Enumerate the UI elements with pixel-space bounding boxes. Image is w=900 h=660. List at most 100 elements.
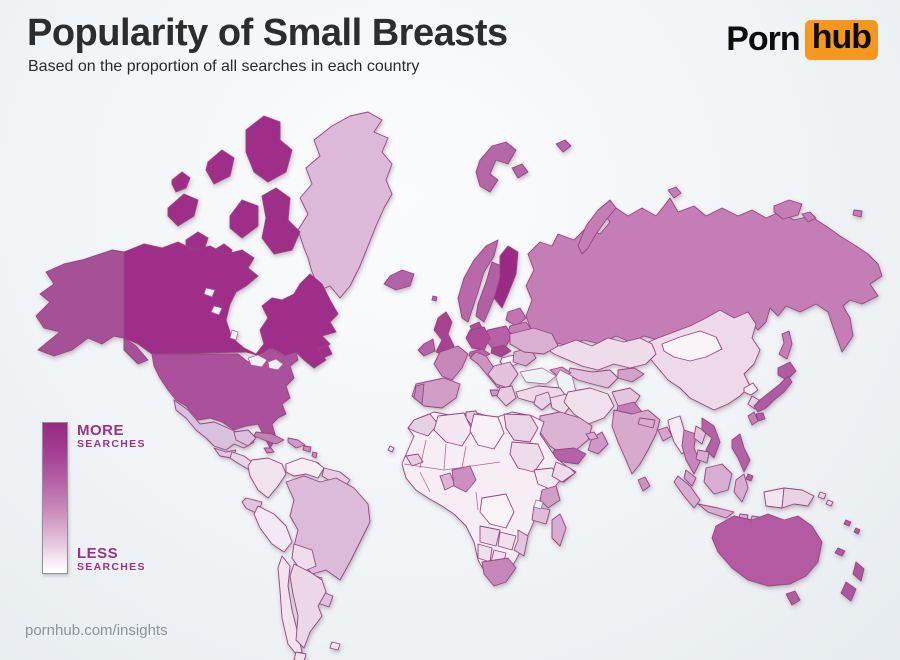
border-sahel-2 [443, 443, 447, 471]
island-canada-arctic-1 [167, 193, 199, 227]
country-egypt [503, 413, 539, 443]
island-canada-arctic-8 [171, 171, 191, 193]
island-antilles-1 [311, 451, 318, 459]
legend-more-text: MORE [77, 422, 124, 439]
country-south-africa [481, 557, 517, 587]
country-bolivia [291, 543, 317, 573]
island-honshu [753, 375, 793, 413]
country-norway [457, 239, 499, 323]
country-usa [151, 347, 299, 449]
country-libya [469, 413, 505, 450]
logo-text-hub: hub [804, 19, 878, 60]
lake-great-slave [210, 305, 223, 316]
country-iran [563, 387, 615, 425]
island-hokkaido [777, 361, 797, 381]
country-czech [490, 344, 512, 358]
island-jamaica [263, 447, 275, 454]
island-sakhalin [778, 330, 793, 360]
country-mongolia [661, 330, 723, 362]
page-subtitle: Based on the proportion of all searches … [28, 58, 420, 75]
island-mindanao [745, 473, 754, 482]
country-tanzania [531, 505, 551, 525]
footer: pornhub.com/insights [25, 622, 168, 640]
country-colombia [247, 457, 287, 499]
island-new-siberian [773, 199, 803, 220]
lake-great-bear [203, 287, 216, 298]
country-germany [465, 326, 491, 351]
country-kenya [539, 485, 561, 509]
island-faroe [431, 295, 438, 302]
lake-great-lakes-1 [247, 354, 268, 368]
border-sahel-1 [419, 439, 427, 469]
lake-black-sea [519, 367, 557, 385]
country-peru [253, 505, 293, 553]
island-solomon [817, 491, 827, 500]
island-sumatra [673, 475, 701, 509]
country-algeria [433, 412, 473, 447]
country-senegal [405, 453, 424, 467]
country-central-asia [567, 367, 619, 389]
country-angola [479, 525, 501, 547]
island-tierra-del-fuego [293, 651, 307, 660]
island-svalbard-2 [511, 163, 529, 179]
island-sulawesi [733, 473, 749, 503]
island-fiji-1 [843, 519, 852, 527]
country-australia [711, 513, 823, 587]
border-sahel-7 [475, 491, 479, 511]
island-west-papua [763, 487, 785, 509]
country-levant [533, 391, 553, 411]
country-canada [123, 241, 339, 369]
source-url: pornhub.com/insights [25, 622, 168, 639]
border-sahel-4 [403, 463, 445, 471]
country-north-korea [743, 382, 759, 396]
country-iceland [383, 269, 415, 291]
island-canada-arctic-5 [261, 187, 301, 255]
country-somalia [551, 461, 576, 483]
country-alaska-panhandle [123, 337, 149, 365]
country-venezuela [285, 457, 325, 479]
island-borneo [703, 463, 733, 495]
logo-text-porn: Porn [726, 20, 800, 59]
legend-less-text: LESS [77, 545, 119, 562]
country-gulf-states [585, 431, 599, 441]
island-solomon-2 [825, 499, 834, 507]
border-sahel-3 [461, 445, 467, 469]
legend-less-sub: SEARCHES [77, 560, 146, 573]
border-sahel-5 [443, 461, 501, 471]
country-zambia [497, 531, 517, 551]
country-mozambique [513, 529, 529, 557]
map-legend: MORE SEARCHES LESS SEARCHES [42, 422, 192, 574]
island-svalbard [475, 141, 517, 193]
country-alaska [35, 249, 125, 357]
lake-great-lakes-2 [267, 358, 284, 371]
country-yucatan [233, 429, 257, 447]
legend-gradient-bar [42, 422, 68, 574]
island-canada-arctic-4 [229, 199, 259, 239]
country-nepal [637, 417, 656, 429]
country-mexico [173, 399, 255, 451]
island-franz-josef [555, 139, 572, 153]
country-france [433, 345, 469, 381]
island-novaya-zemlya [577, 199, 617, 255]
country-morocco [407, 413, 439, 437]
country-cambodia [695, 449, 710, 464]
island-nz-south [840, 581, 857, 602]
country-papua-new-guinea [781, 487, 815, 509]
country-argentina [289, 563, 327, 649]
island-newfoundland [317, 345, 333, 359]
island-canada-arctic-3 [245, 115, 293, 183]
island-hispaniola [287, 437, 306, 449]
legend-more-label: MORE SEARCHES [77, 423, 146, 450]
island-java [697, 503, 735, 519]
island-tasmania [785, 590, 801, 606]
border-sahel-6 [419, 471, 431, 493]
island-canada-arctic-2 [205, 149, 235, 185]
island-new-caledonia [834, 547, 846, 557]
country-baltics [505, 307, 527, 327]
island-madagascar [551, 513, 567, 547]
country-vietnam [701, 417, 721, 459]
country-sri-lanka [637, 476, 651, 492]
country-greenland [297, 111, 393, 299]
